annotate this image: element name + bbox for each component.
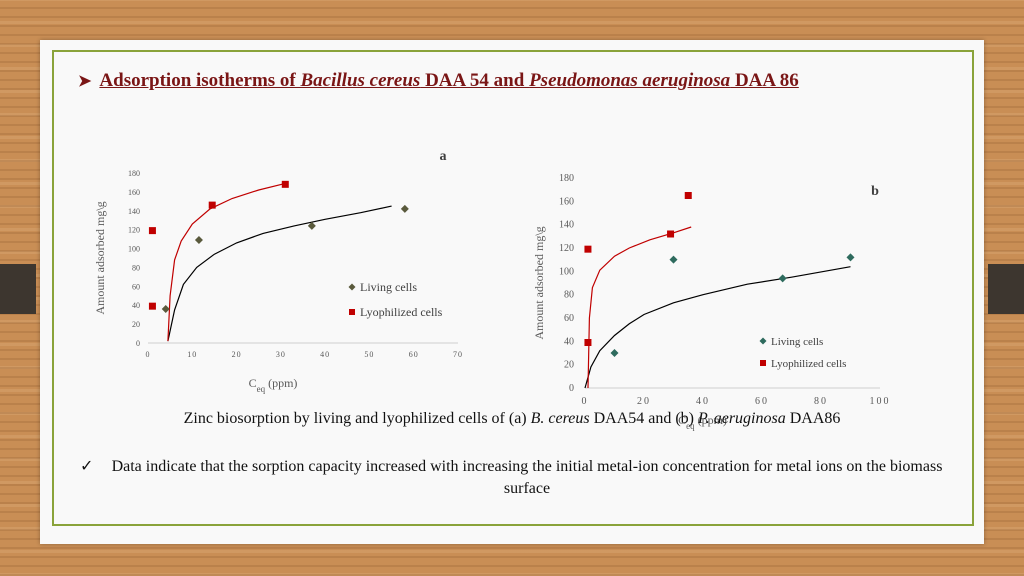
chart-a-lyophilized-point	[282, 181, 289, 188]
chart-b-x-tick-label: 0	[582, 396, 589, 407]
chart-b-lyophilized-point	[685, 192, 692, 199]
chart-a-y-tick-label: 60	[132, 282, 140, 291]
chart-a-x-tick-label: 60	[409, 350, 419, 359]
chart-b-x-tick-label: 80	[814, 396, 828, 407]
chart-b-lyophilized-point	[584, 246, 591, 253]
left-tab-decoration	[0, 264, 36, 314]
chart-a-lyophilized-point	[149, 303, 156, 310]
chart-a-x-tick-label: 20	[232, 350, 242, 359]
chart-a-x-tick-label: 10	[187, 350, 197, 359]
chart-b-x-tick-label: 60	[755, 396, 769, 407]
figure-caption: Zinc biosorption by living and lyophiliz…	[40, 410, 984, 428]
chart-a-lyophilized-point	[149, 227, 156, 234]
caption-prefix: Zinc biosorption by living and lyophiliz…	[184, 410, 531, 427]
chart-a-legend-living-label: Living cells	[360, 280, 417, 294]
chart-b-y-tick-label: 100	[559, 266, 574, 277]
chart-b-y-tick-label: 0	[569, 383, 574, 394]
chart-b-y-tick-label: 140	[559, 220, 574, 231]
chart-a-x-axis-label: Ceq (ppm)	[249, 376, 298, 394]
chart-b-x-tick-label: 40	[696, 396, 710, 407]
chart-a-legend-lyophilized-label: Lyophilized cells	[360, 305, 443, 319]
chart-b-y-tick-label: 160	[559, 196, 574, 207]
chart-b-y-tick-label: 80	[564, 290, 574, 301]
chart-a-legend-living-marker	[349, 284, 356, 291]
chart-a-x-tick-label: 40	[320, 350, 330, 359]
chart-a-y-tick-label: 80	[132, 263, 140, 272]
chart-a-living-fit-curve	[168, 206, 392, 341]
chart-a-lyophilized-point	[209, 202, 216, 209]
chart-a-y-tick-label: 180	[128, 169, 140, 178]
title-suffix: DAA 86	[730, 70, 799, 91]
slide-title: ➤ Adsorption isotherms of Bacillus cereus…	[78, 70, 799, 92]
title-prefix: Adsorption isotherms of	[99, 70, 300, 91]
caption-mid: DAA54 and (b)	[590, 410, 698, 427]
right-tab-decoration	[988, 264, 1024, 314]
chart-a-x-tick-label: 30	[276, 350, 286, 359]
caption-suffix: DAA86	[786, 410, 841, 427]
chart-b-y-tick-label: 40	[564, 336, 574, 347]
chart-a-x-tick-label: 0	[146, 350, 151, 359]
chart-b-y-tick-label: 60	[564, 313, 574, 324]
chart-a-y-tick-label: 140	[128, 207, 140, 216]
chart-a-lyophilized-fit-curve	[168, 183, 285, 341]
chart-b-panel-label: b	[871, 184, 879, 199]
title-mid: DAA 54 and	[420, 70, 529, 91]
chart-b-living-point	[611, 349, 619, 357]
chart-a-living-point	[401, 205, 409, 213]
chart-b-living-point	[779, 274, 787, 282]
chart-a-y-tick-label: 0	[136, 339, 140, 348]
chart-b-living-point	[847, 253, 855, 261]
chart-a-x-tick-label: 50	[364, 350, 374, 359]
chart-a-x-tick-label: 70	[453, 350, 463, 359]
chart-b-legend-living-label: Living cells	[771, 336, 823, 348]
chart-a-y-tick-label: 20	[132, 320, 140, 329]
chart-a-y-tick-label: 100	[128, 245, 140, 254]
chart-b-living-point	[670, 256, 678, 264]
chart-b-legend-living-marker	[760, 338, 767, 345]
chart-a-legend-lyophilized-marker	[349, 309, 355, 315]
caption-species-2: P. aeruginosa	[698, 410, 786, 427]
chart-a-living-point	[195, 236, 203, 244]
title-species-2: Pseudomonas aeruginosa	[529, 70, 730, 91]
chart-a-y-tick-label: 40	[132, 301, 140, 310]
chart-b-x-tick-label: 100	[870, 396, 891, 407]
chart-a-panel-label: a	[440, 149, 447, 164]
caption-species-1: B. cereus	[531, 410, 590, 427]
chart-b-y-tick-label: 20	[564, 360, 574, 371]
chart-b-y-tick-label: 180	[559, 173, 574, 184]
chart-a-living-point	[162, 305, 170, 313]
checkmark-icon: ✓	[80, 456, 93, 478]
chart-a: 0 20 40 60 80 100 120 140 160 180 0 10 20 30 40 50 60 70 A…	[80, 140, 480, 400]
chart-b-legend-lyophilized-label: Lyophilized cells	[771, 358, 846, 370]
chart-b-lyophilized-fit-curve	[588, 227, 691, 388]
note-text: Data indicate that the sorption capacity…	[80, 456, 950, 500]
chart-b-legend-lyophilized-marker	[760, 360, 766, 366]
chart-a-y-tick-label: 160	[128, 188, 140, 197]
chart-a-y-axis-label: Amount adsorbed mg\g	[93, 201, 107, 314]
chart-b-lyophilized-point	[667, 231, 674, 238]
chart-a-y-tick-label: 120	[128, 226, 140, 235]
conclusion-note: ✓ Data indicate that the sorption capaci…	[80, 456, 950, 500]
slide: ➤ Adsorption isotherms of Bacillus cereus…	[40, 40, 984, 544]
chart-b-lyophilized-point	[584, 339, 591, 346]
title-species-1: Bacillus cereus	[301, 70, 421, 91]
chart-b-y-axis-label: Amount adsorbed mg\g	[532, 226, 546, 339]
chart-b-y-tick-label: 120	[559, 243, 574, 254]
chart-b-x-tick-label: 20	[637, 396, 651, 407]
arrow-bullet-icon: ➤	[78, 73, 91, 90]
